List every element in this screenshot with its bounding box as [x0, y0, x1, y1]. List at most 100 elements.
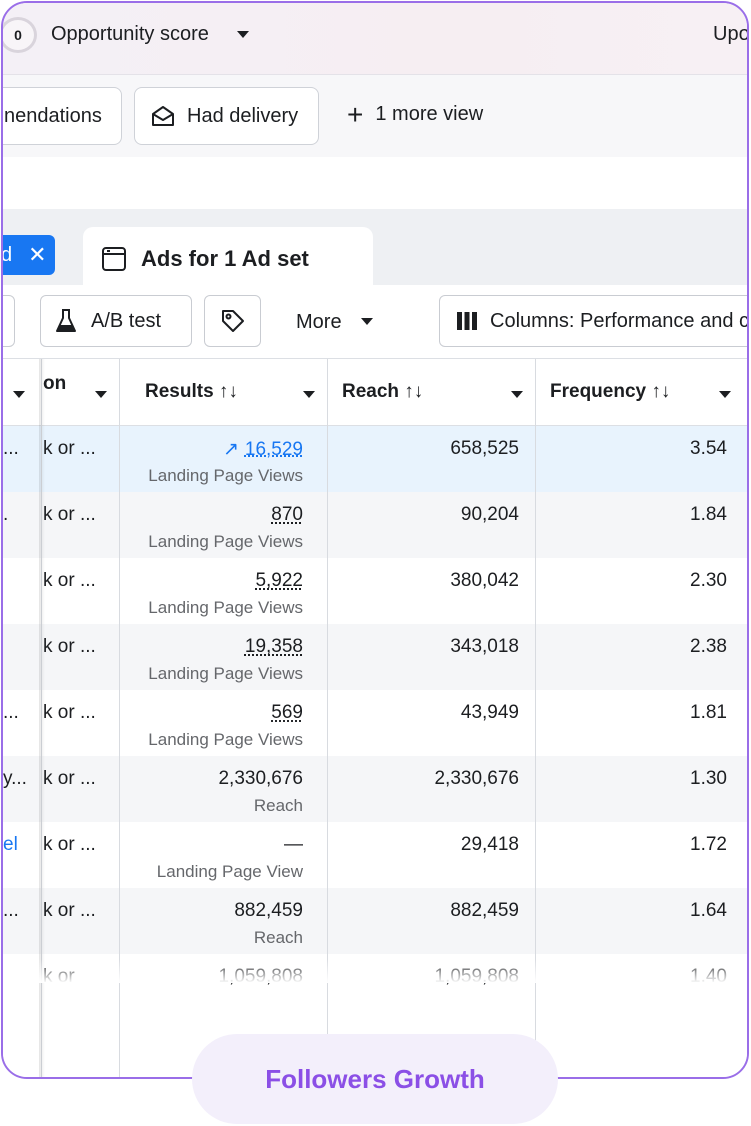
chevron-down-icon[interactable] — [95, 391, 107, 398]
header-results-label: Results ↑↓ — [145, 381, 238, 402]
results-value: 870 — [271, 504, 303, 525]
results-value: — — [284, 834, 303, 855]
results-value: 19,358 — [244, 636, 303, 657]
results-value: 5,922 — [255, 570, 303, 591]
tab-ads-label: Ads for 1 Ad set — [141, 246, 309, 271]
table-toolbar: A/B test More Columns: Performance and c — [3, 285, 747, 359]
close-icon[interactable]: ✕ — [28, 242, 47, 267]
results-value: 882,459 — [234, 900, 303, 921]
level-tabs: d ✕ Ads for 1 Ad set — [3, 209, 747, 291]
tag-icon — [221, 310, 244, 332]
header-frequency-label: Frequency ↑↓ — [550, 381, 671, 402]
row-col1-cell: k or ... — [43, 834, 96, 855]
results-cell: 882,459 — [234, 900, 303, 922]
frequency-value: 1.64 — [690, 900, 727, 921]
tab-ads[interactable]: Ads for 1 Ad set — [83, 227, 373, 291]
row-name-cell[interactable]: y... — [3, 768, 27, 789]
results-type-label: Landing Page Views — [148, 466, 303, 485]
row-name-cell[interactable]: ... — [3, 702, 19, 723]
ab-test-button[interactable]: A/B test — [40, 295, 192, 347]
more-view-button[interactable]: + 1 more view — [347, 98, 484, 130]
recommendations-view-label: nendations — [4, 104, 102, 127]
frequency-value: 3.54 — [690, 438, 727, 459]
chevron-down-icon[interactable] — [719, 391, 731, 398]
row-col1-cell: k or ... — [43, 438, 96, 459]
table-row[interactable]: . k or ... 870 Landing Page Views 90,204 1.84 — [3, 492, 747, 558]
frequency-value: 2.30 — [690, 570, 727, 591]
results-value: 2,330,676 — [218, 768, 303, 789]
spacer — [3, 157, 747, 209]
results-cell[interactable]: 569 — [271, 702, 303, 724]
plus-icon: + — [347, 98, 364, 130]
frequency-value: 1.30 — [690, 768, 727, 789]
results-cell[interactable]: ↗ 16,529 — [223, 438, 303, 461]
columns-button[interactable]: Columns: Performance and c — [439, 295, 747, 347]
header-col1[interactable]: on — [41, 359, 119, 426]
results-type-label: Landing Page Views — [148, 664, 303, 683]
table-row[interactable]: ... k or ... 882,459 Reach 882,459 1.64 — [3, 888, 747, 954]
row-name-cell[interactable]: ... — [3, 438, 19, 459]
tag-button[interactable] — [204, 295, 261, 347]
saved-views-row: nendations Had delivery + 1 more view — [3, 75, 747, 157]
toolbar-button-partial[interactable] — [3, 295, 15, 347]
table-row[interactable]: k or ... 5,922 Landing Page Views 380,042 2.… — [3, 558, 747, 624]
chevron-down-icon[interactable] — [511, 391, 523, 398]
header-results[interactable]: Results ↑↓ — [119, 359, 327, 426]
row-name-cell[interactable]: el — [3, 834, 18, 855]
column-divider — [535, 359, 536, 1077]
score-badge: 0 — [3, 17, 37, 53]
chevron-down-icon[interactable] — [237, 31, 249, 38]
row-name-cell[interactable]: . — [3, 504, 9, 525]
recommendations-view-button[interactable]: nendations — [3, 87, 122, 145]
more-view-label: 1 more view — [375, 103, 484, 125]
table-row[interactable]: ... k or ... ↗ 16,529 Landing Page Views 658,… — [3, 426, 747, 492]
table-row[interactable]: y... k or ... 2,330,676 Reach 2,330,676 1.30 — [3, 756, 747, 822]
reach-value: 29,418 — [460, 834, 519, 855]
frequency-value: 1.84 — [690, 504, 727, 525]
opportunity-score-dropdown[interactable]: Opportunity score — [51, 23, 209, 45]
chevron-down-icon[interactable] — [303, 391, 315, 398]
table-row[interactable]: ... k or ... 569 Landing Page Views 43,949 1.… — [3, 690, 747, 756]
had-delivery-view-button[interactable]: Had delivery — [134, 87, 319, 145]
results-type-label: Landing Page Views — [148, 730, 303, 749]
reach-value: 90,204 — [460, 504, 519, 525]
top-bar: 0 Opportunity score Upo — [3, 3, 747, 75]
row-col1-cell: k or ... — [43, 702, 96, 723]
results-cell: 2,330,676 — [218, 768, 303, 790]
app-frame: 0 Opportunity score Upo nendations Had d… — [1, 1, 749, 1079]
table-row[interactable]: k or ... 19,358 Landing Page Views 343,018 2… — [3, 624, 747, 690]
column-divider — [41, 359, 42, 1077]
header-frequency[interactable]: Frequency ↑↓ — [535, 359, 747, 426]
chevron-down-icon[interactable] — [361, 318, 373, 325]
chevron-down-icon[interactable] — [13, 391, 25, 398]
frequency-value: 1.72 — [690, 834, 727, 855]
scroll-fade — [3, 959, 747, 983]
results-cell: — — [284, 834, 303, 856]
ab-test-label: A/B test — [91, 309, 162, 332]
reach-value: 882,459 — [450, 900, 519, 921]
row-col1-cell: k or ... — [43, 504, 96, 525]
results-value: 569 — [271, 702, 303, 723]
selected-filter-chip[interactable]: d ✕ — [3, 235, 55, 275]
row-name-cell[interactable]: ... — [3, 900, 19, 921]
frequency-value: 2.38 — [690, 636, 727, 657]
frequency-value: 1.81 — [690, 702, 727, 723]
row-col1-cell: k or ... — [43, 570, 96, 591]
reach-value: 380,042 — [450, 570, 519, 591]
results-cell[interactable]: 870 — [271, 504, 303, 526]
header-reach-label: Reach ↑↓ — [342, 381, 424, 402]
table-header: on Results ↑↓ Reach ↑↓ Frequency ↑↓ — [3, 359, 747, 426]
reach-value: 343,018 — [450, 636, 519, 657]
results-value: 16,529 — [244, 439, 303, 460]
header-col0[interactable] — [3, 359, 41, 426]
trend-up-icon: ↗ — [222, 439, 239, 460]
row-col1-cell: k or ... — [43, 636, 96, 657]
header-col1-label: on — [43, 373, 67, 394]
more-button[interactable]: More — [296, 311, 342, 333]
table-row[interactable]: el k or ... — Landing Page View 29,418 1.72 — [3, 822, 747, 888]
top-right-label[interactable]: Upo — [713, 23, 749, 45]
header-reach[interactable]: Reach ↑↓ — [327, 359, 535, 426]
results-type-label: Landing Page View — [156, 862, 303, 881]
results-cell[interactable]: 5,922 — [255, 570, 303, 592]
results-cell[interactable]: 19,358 — [245, 636, 303, 658]
